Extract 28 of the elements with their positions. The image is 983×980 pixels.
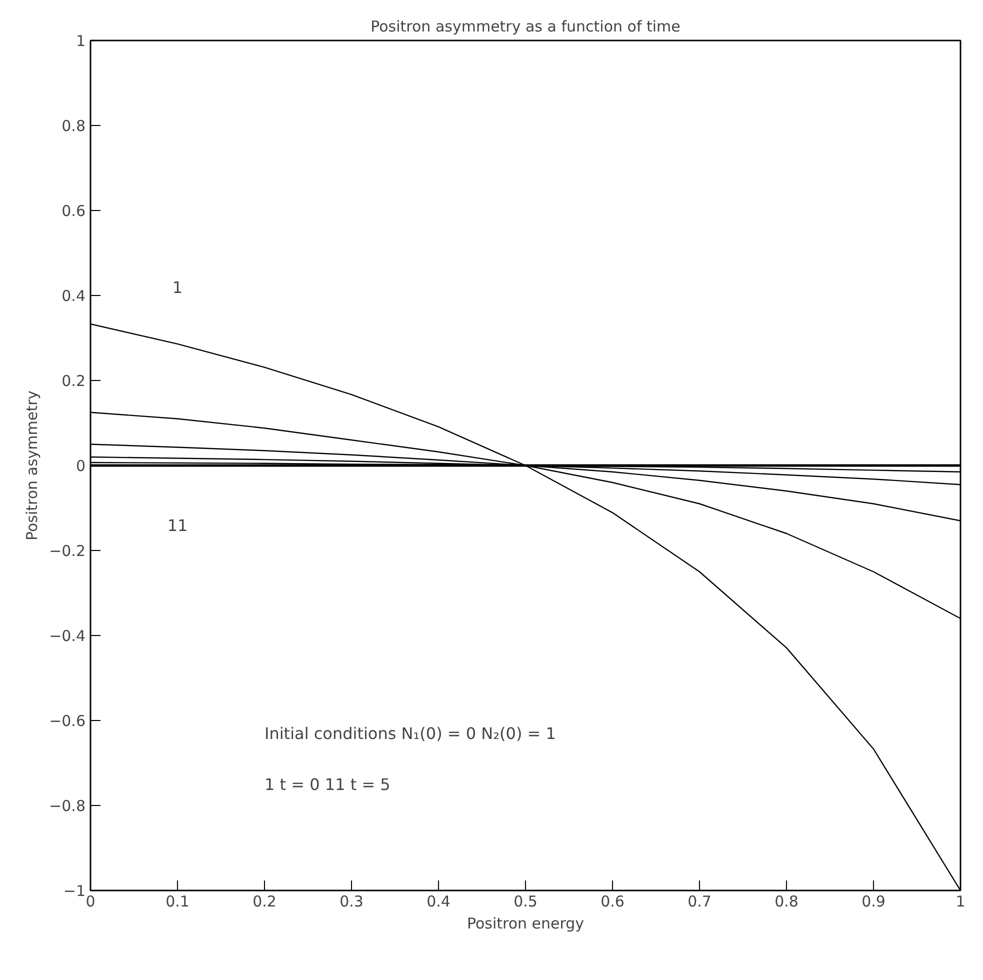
x-tick-label: 0.3 <box>340 892 364 910</box>
x-tick-label: 1 <box>956 892 966 910</box>
annotation: Initial conditions N₁(0) = 0 N₂(0) = 1 <box>264 724 556 743</box>
y-tick-label: −0.4 <box>49 627 86 645</box>
x-tick-label: 0.7 <box>688 892 712 910</box>
y-tick-label: 0.8 <box>62 117 86 135</box>
x-tick-label: 0.9 <box>862 892 886 910</box>
y-tick-label: 0 <box>76 457 86 475</box>
x-tick-label: 0.2 <box>252 892 276 910</box>
y-tick-label: 1 <box>76 32 86 50</box>
y-tick-label: −0.6 <box>49 712 86 730</box>
x-tick-label: 0.4 <box>426 892 450 910</box>
annotation: 1 t = 0 11 t = 5 <box>264 774 390 794</box>
y-tick-label: −1 <box>63 882 86 900</box>
y-axis-title: Positron asymmetry <box>23 390 42 541</box>
x-tick-label: 0.5 <box>514 892 538 910</box>
x-axis-title: Positron energy <box>466 914 584 932</box>
y-tick-label: −0.2 <box>49 542 86 560</box>
x-tick-label: 0.8 <box>774 892 798 910</box>
x-tick-label: 0.6 <box>600 892 624 910</box>
y-tick-label: 0.4 <box>62 287 86 305</box>
annotation: 11 <box>167 516 188 535</box>
y-tick-label: 0.6 <box>62 202 86 220</box>
chart-title: Positron asymmetry as a function of time <box>370 18 680 36</box>
x-tick-label: 0.1 <box>166 892 190 910</box>
annotation: 1 <box>172 278 183 297</box>
y-tick-label: 0.2 <box>62 372 86 390</box>
y-tick-label: −0.8 <box>49 797 86 815</box>
